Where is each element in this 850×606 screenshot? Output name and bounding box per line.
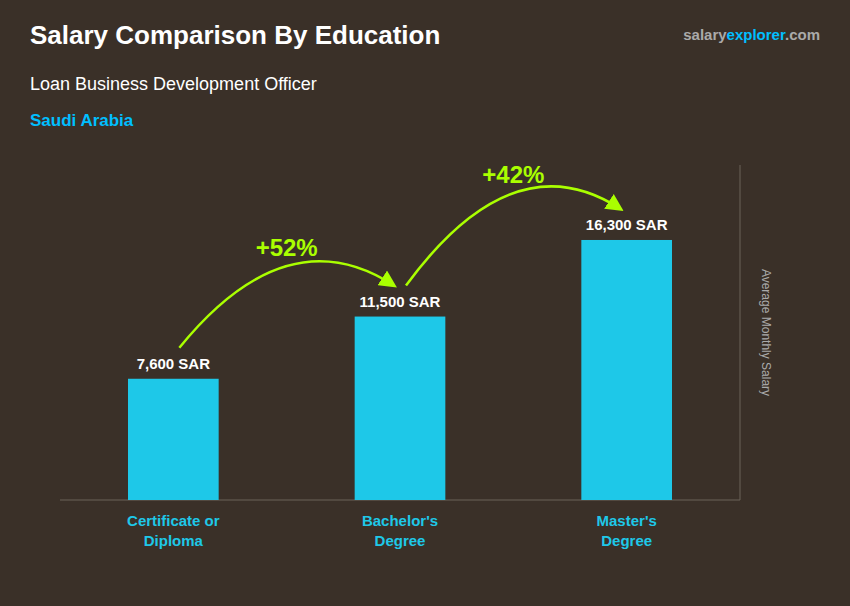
- bar: [581, 240, 672, 500]
- x-tick-label: Bachelor's Degree: [362, 512, 438, 549]
- annotation-arrow: [179, 261, 394, 347]
- x-tick-label: Certificate or Diploma: [127, 512, 220, 549]
- data-label: 16,300 SAR: [586, 216, 668, 233]
- annotation: +52%: [256, 234, 318, 261]
- chart: Salary Comparison By Education salaryexpl…: [0, 0, 850, 606]
- page: {"chart_data": {"type": "bar", "title": …: [0, 0, 850, 606]
- country: Saudi Arabia: [30, 111, 134, 130]
- x-tick-label: Master's Degree: [597, 512, 657, 549]
- x-tick-label-line: Master's: [597, 512, 657, 529]
- x-tick-label-line: Diploma: [144, 532, 204, 549]
- bar: [128, 379, 219, 500]
- x-tick-label-line: Certificate or: [127, 512, 220, 529]
- annotation: +42%: [482, 161, 544, 188]
- bars: [128, 240, 672, 500]
- watermark-part: .com: [785, 26, 820, 43]
- y-axis-label: Average Monthly Salary: [759, 269, 773, 396]
- annotation-arrow: [406, 186, 621, 285]
- bar: [355, 317, 446, 500]
- y-axis-line: [740, 165, 741, 500]
- x-tick-label-line: Degree: [601, 532, 652, 549]
- data-label: 11,500 SAR: [360, 293, 441, 310]
- x-tick-label-line: Degree: [375, 532, 426, 549]
- data-label: 7,600 SAR: [137, 355, 211, 372]
- watermark-part: salary: [683, 26, 727, 43]
- watermark-part: explorer: [727, 26, 786, 43]
- background: [0, 0, 850, 606]
- x-tick-label-line: Bachelor's: [362, 512, 438, 529]
- subtitle: Loan Business Development Officer: [30, 74, 317, 94]
- watermark: salaryexplorer.com: [683, 26, 820, 43]
- title: Salary Comparison By Education: [30, 20, 440, 50]
